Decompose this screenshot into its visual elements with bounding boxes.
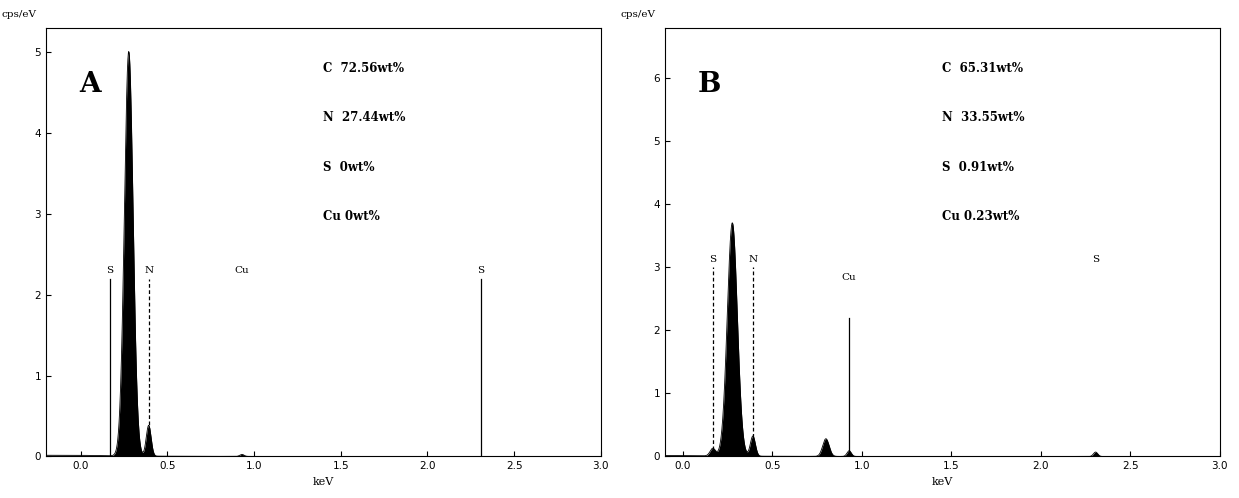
Text: N: N bbox=[144, 266, 154, 275]
Text: S: S bbox=[107, 266, 114, 275]
Text: S: S bbox=[709, 254, 716, 263]
Text: cps/eV: cps/eV bbox=[1, 10, 37, 19]
Text: Cu 0wt%: Cu 0wt% bbox=[323, 210, 380, 223]
Text: S: S bbox=[477, 266, 484, 275]
Text: S  0wt%: S 0wt% bbox=[323, 161, 375, 174]
Text: B: B bbox=[698, 71, 721, 98]
Text: cps/eV: cps/eV bbox=[621, 10, 655, 19]
Text: N: N bbox=[748, 254, 757, 263]
Text: Cu 0.23wt%: Cu 0.23wt% bbox=[942, 210, 1020, 223]
X-axis label: keV: keV bbox=[312, 477, 335, 487]
Text: S  0.91wt%: S 0.91wt% bbox=[942, 161, 1014, 174]
Text: Cu: Cu bbox=[234, 266, 249, 275]
Text: N  33.55wt%: N 33.55wt% bbox=[942, 112, 1025, 124]
Text: Cu: Cu bbox=[841, 273, 856, 282]
Text: C  65.31wt%: C 65.31wt% bbox=[942, 62, 1023, 75]
Text: S: S bbox=[1092, 254, 1099, 263]
Text: A: A bbox=[79, 71, 100, 98]
Text: C  72.56wt%: C 72.56wt% bbox=[323, 62, 404, 75]
Text: N  27.44wt%: N 27.44wt% bbox=[323, 112, 406, 124]
X-axis label: keV: keV bbox=[932, 477, 953, 487]
